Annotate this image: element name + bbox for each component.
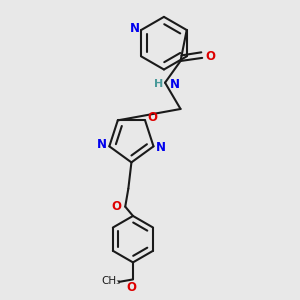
Text: N: N (97, 138, 106, 151)
Text: O: O (148, 111, 158, 124)
Text: N: N (156, 141, 166, 154)
Text: CH₃: CH₃ (102, 276, 121, 286)
Text: N: N (170, 78, 180, 91)
Text: O: O (206, 50, 216, 63)
Text: O: O (126, 281, 136, 294)
Text: O: O (112, 200, 122, 213)
Text: H: H (154, 79, 164, 89)
Text: N: N (130, 22, 140, 35)
